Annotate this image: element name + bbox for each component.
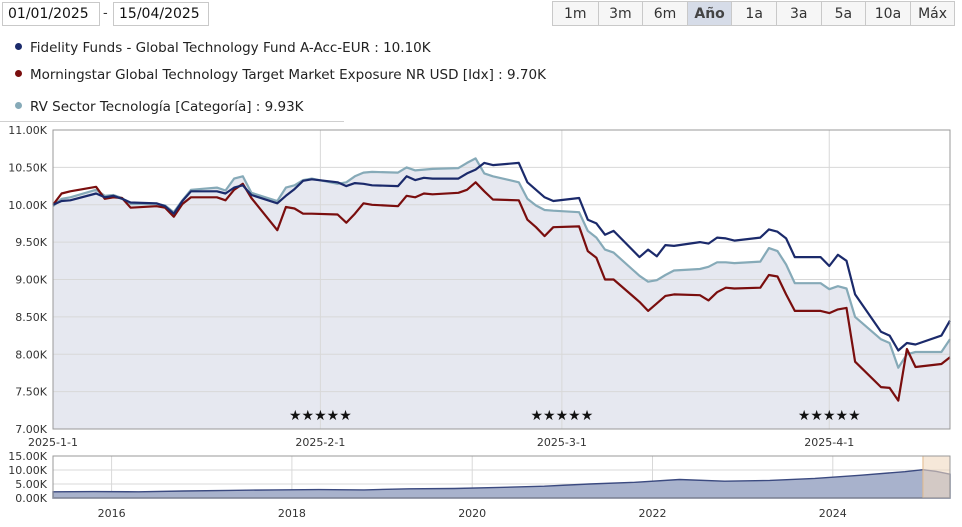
x-tick-label: 2025-3-1	[537, 436, 587, 449]
legend-item-category[interactable]: RV Sector Tecnología [Categoría] : 9.93K	[15, 99, 304, 115]
range-button-1a[interactable]: 1a	[731, 2, 776, 25]
navigator-y-tick-label: 0.00K	[15, 492, 47, 505]
navigator-y-tick-label: 5.00K	[15, 478, 47, 491]
navigator-x-tick-label: 2022	[639, 507, 667, 520]
date-separator: -	[103, 6, 108, 21]
legend-item-fund[interactable]: Fidelity Funds - Global Technology Fund …	[15, 40, 431, 56]
time-range-selector: 1m 3m 6m Año 1a 3a 5a 10a Máx	[552, 1, 956, 26]
range-button-ytd[interactable]: Año	[686, 2, 732, 25]
category-line	[52, 157, 951, 369]
y-tick-label: 11.00K	[8, 124, 47, 137]
range-button-3m[interactable]: 3m	[597, 2, 643, 25]
legend-label: Fidelity Funds - Global Technology Fund …	[30, 40, 431, 56]
y-tick-label: 9.50K	[15, 236, 47, 249]
range-button-10a[interactable]: 10a	[865, 2, 910, 25]
star-rating: ★★★★★	[530, 408, 593, 424]
y-tick-label: 8.00K	[15, 348, 47, 361]
date-from-input[interactable]	[2, 2, 100, 26]
navigator-x-tick-label: 2024	[819, 507, 847, 520]
navigator-x-tick-label: 2020	[458, 507, 486, 520]
y-tick-label: 9.00K	[15, 274, 47, 287]
category-area	[53, 158, 950, 429]
legend-divider	[0, 121, 344, 122]
y-tick-label: 7.00K	[15, 423, 47, 436]
legend-dot-icon	[15, 42, 22, 50]
legend-dot-icon	[15, 69, 22, 77]
y-tick-label: 10.00K	[8, 199, 47, 212]
legend-label: Morningstar Global Technology Target Mar…	[30, 67, 546, 83]
legend-label: RV Sector Tecnología [Categoría] : 9.93K	[30, 99, 304, 115]
navigator-border	[52, 455, 951, 499]
star-rating: ★★★★★	[798, 408, 861, 424]
y-tick-label: 7.50K	[15, 386, 47, 399]
navigator-series-area	[52, 468, 951, 499]
navigator-x-tick-label: 2016	[98, 507, 126, 520]
range-button-6m[interactable]: 6m	[642, 2, 687, 25]
y-tick-label: 8.50K	[15, 311, 47, 324]
navigator-selection[interactable]	[922, 455, 951, 499]
legend-item-index[interactable]: Morningstar Global Technology Target Mar…	[15, 67, 546, 83]
fund-line	[52, 161, 951, 352]
navigator-x-tick-label: 2018	[278, 507, 306, 520]
x-tick-label: 2025-2-1	[295, 436, 345, 449]
navigator-y-tick-label: 15.00K	[8, 450, 47, 463]
x-tick-label: 2025-1-1	[28, 436, 78, 449]
legend-dot-icon	[15, 101, 22, 109]
range-button-5a[interactable]: 5a	[820, 2, 866, 25]
range-button-1m[interactable]: 1m	[553, 2, 598, 25]
star-rating: ★★★★★	[289, 408, 352, 424]
date-to-input[interactable]	[113, 2, 209, 26]
plot-border	[52, 129, 951, 430]
x-tick-label: 2025-4-1	[804, 436, 854, 449]
navigator-y-tick-label: 10.00K	[8, 464, 47, 477]
range-button-max[interactable]: Máx	[909, 2, 955, 25]
index-line	[52, 181, 951, 402]
range-button-3a[interactable]: 3a	[775, 2, 821, 25]
y-tick-label: 10.50K	[8, 161, 47, 174]
